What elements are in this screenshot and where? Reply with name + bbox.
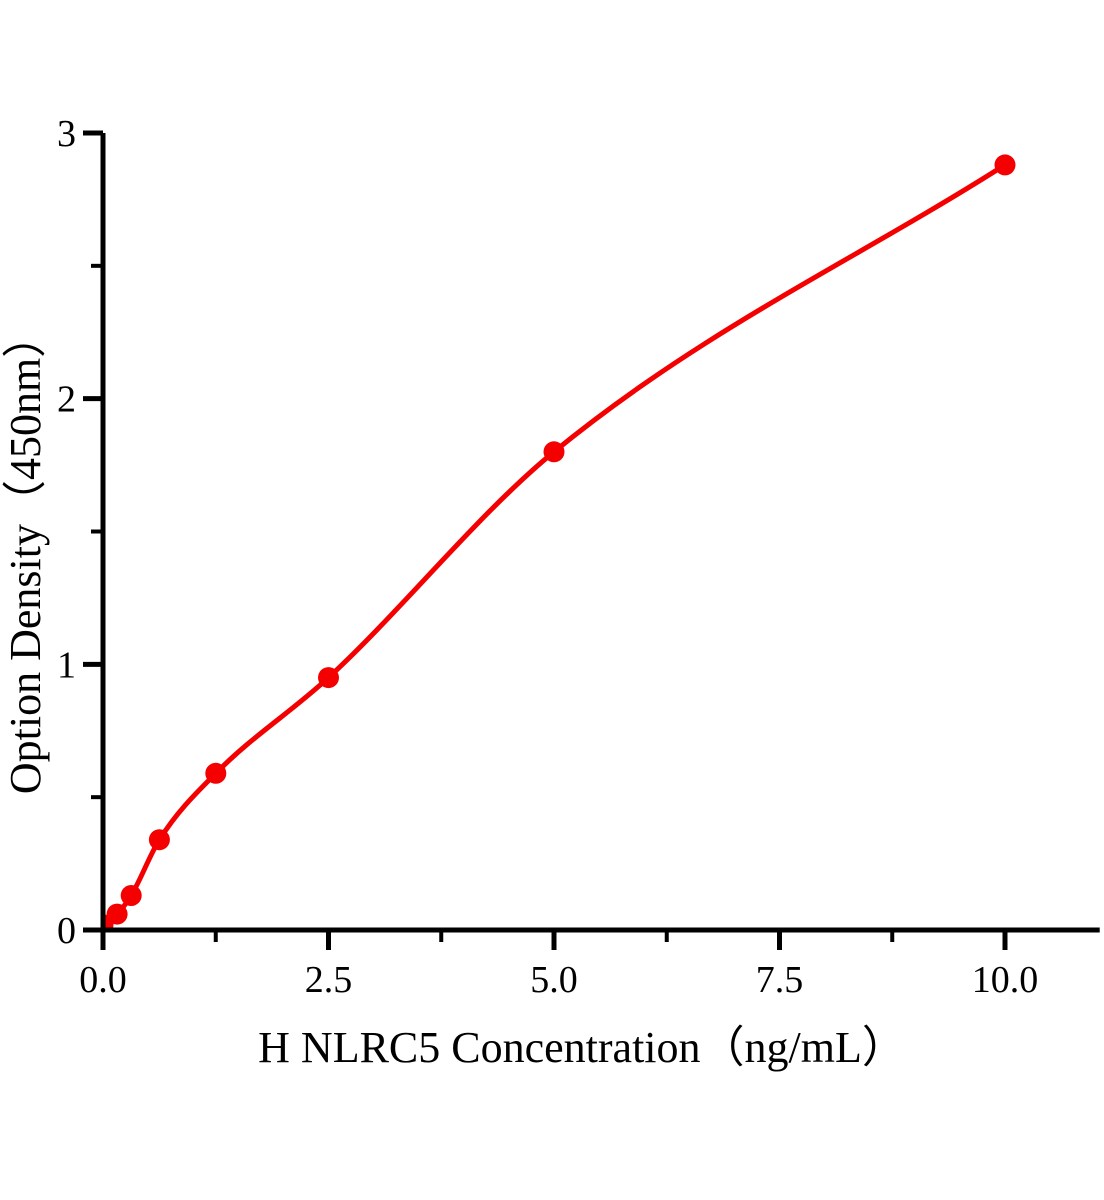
data-point <box>318 667 339 689</box>
fit-curve-line <box>103 162 1008 928</box>
series-layer <box>103 154 1016 930</box>
x-tick-label: 5.0 <box>530 959 578 1001</box>
x-tick-label: 0.0 <box>79 959 127 1001</box>
data-point <box>120 885 142 906</box>
data-point <box>106 903 128 925</box>
y-tick-label: 1 <box>57 644 76 686</box>
y-axis-title: Option Density（450nm） <box>1 314 50 794</box>
data-point <box>994 154 1016 176</box>
x-tick-label: 7.5 <box>756 959 804 1001</box>
x-axis-title: H NLRC5 Concentration（ng/mL） <box>258 1023 906 1072</box>
data-point <box>543 441 565 463</box>
tick-label-layer: 0.0 2.5 5.0 7.5 10.0 0 1 2 3 <box>57 113 1038 1001</box>
x-tick-label: 10.0 <box>972 959 1039 1001</box>
y-tick-label: 3 <box>57 113 76 155</box>
y-tick-label: 2 <box>57 379 76 421</box>
y-tick-label: 0 <box>57 910 76 952</box>
x-tick-label: 2.5 <box>305 959 353 1001</box>
axes-layer <box>83 130 1100 950</box>
data-point <box>205 762 227 784</box>
data-point <box>148 829 170 851</box>
